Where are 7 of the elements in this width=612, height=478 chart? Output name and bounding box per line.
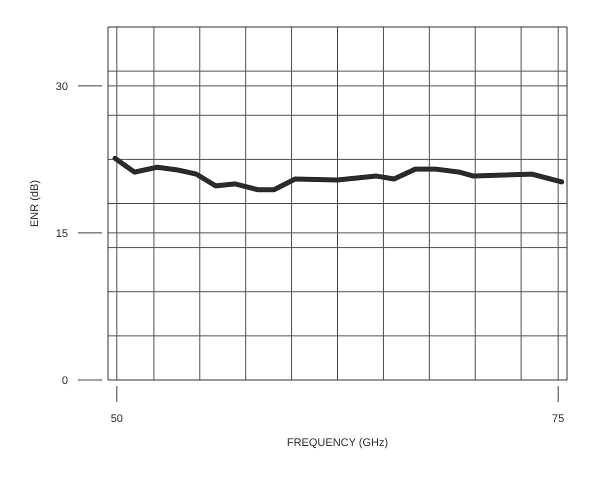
y-tick-label: 30 <box>56 80 68 93</box>
y-tick-label: 15 <box>56 228 68 240</box>
y-tick-label: 0 <box>62 375 68 387</box>
y-axis-title: ENR (dB) <box>28 180 41 228</box>
x-tick-label: 50 <box>110 413 123 425</box>
x-tick-label: 75 <box>552 413 564 425</box>
x-axis-title: FREQUENCY (GHz) <box>286 437 388 449</box>
